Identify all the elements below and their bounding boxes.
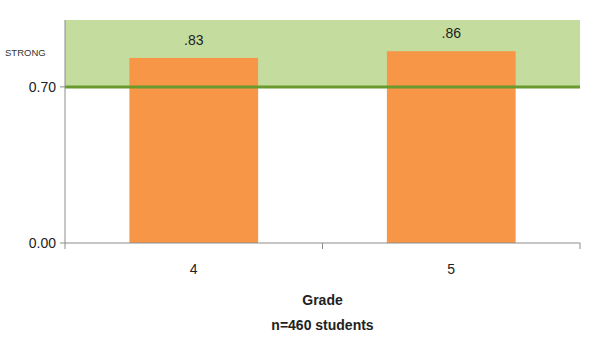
y-axis [65,20,66,243]
y-tick [60,243,65,244]
bars [129,51,515,243]
y-tick [60,86,65,87]
x-tick [322,243,323,249]
data-label: .83 [184,32,204,48]
chart-container: STRONG 0.00 0.70 4 5 .83 .86 Grade n=460 student… [0,0,600,360]
band-label: STRONG [5,47,46,58]
x-axis-label: Grade [302,292,343,308]
threshold-line [65,85,580,88]
x-tick [65,243,66,249]
x-tick-label: 4 [190,261,198,277]
x-tick-label: 5 [447,261,455,277]
x-axis-sublabel: n=460 students [271,317,374,333]
x-tick [580,243,581,249]
data-label: .86 [442,25,462,41]
chart-svg: STRONG 0.00 0.70 4 5 .83 .86 Grade n=460 student… [0,0,600,360]
y-tick-label: 0.00 [29,235,56,251]
bar [387,51,516,243]
y-tick-label: 0.70 [29,79,56,95]
